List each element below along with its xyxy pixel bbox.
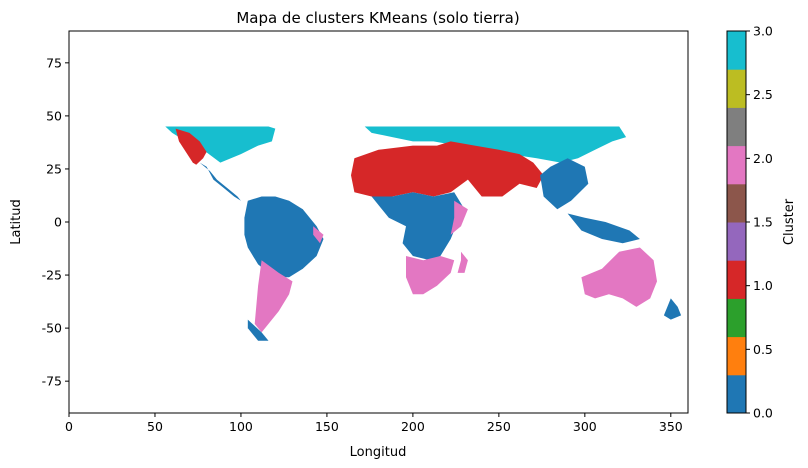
region-tierra-del-fuego bbox=[247, 319, 269, 341]
region-sahara-arabia bbox=[351, 141, 544, 197]
colorbar-segment bbox=[727, 374, 746, 414]
region-patagonia bbox=[254, 260, 293, 333]
region-eurasia-north bbox=[364, 126, 627, 163]
colorbar-tick-label: 1.0 bbox=[753, 278, 773, 293]
y-axis-ticks: -75 -50 -25 0 25 50 75 bbox=[42, 55, 69, 389]
region-north-america-north bbox=[165, 126, 276, 163]
region-australia bbox=[581, 247, 657, 307]
colorbar-tick-label: 1.5 bbox=[753, 215, 773, 230]
x-tick-label: 300 bbox=[573, 419, 597, 434]
x-tick-label: 150 bbox=[315, 419, 339, 434]
region-brazil-coast bbox=[313, 226, 324, 244]
y-tick-label: 0 bbox=[54, 215, 62, 230]
colorbar-tick-label: 0.5 bbox=[753, 342, 773, 357]
region-madagascar bbox=[457, 251, 468, 273]
x-tick-label: 350 bbox=[659, 419, 683, 434]
x-axis-label: Longitud bbox=[350, 445, 407, 460]
colorbar-tick-label: 0.0 bbox=[753, 406, 773, 421]
colorbar-segment bbox=[727, 183, 746, 223]
x-tick-label: 250 bbox=[487, 419, 511, 434]
colorbar-segment bbox=[727, 260, 746, 299]
x-axis-ticks: 0 50 100 150 200 250 300 350 bbox=[65, 413, 683, 434]
cluster-regions bbox=[165, 126, 682, 341]
region-south-america bbox=[244, 196, 324, 278]
region-south-asia bbox=[540, 158, 589, 210]
y-tick-label: -25 bbox=[42, 268, 62, 283]
colorbar-tick-label: 2.5 bbox=[753, 87, 773, 102]
region-maritime-asia bbox=[567, 213, 640, 244]
colorbar: 0.0 0.5 1.0 1.5 2.0 2.5 3.0 Cluster bbox=[726, 24, 797, 421]
chart-title: Mapa de clusters KMeans (solo tierra) bbox=[236, 9, 519, 27]
colorbar-segments bbox=[727, 31, 746, 414]
y-tick-label: -50 bbox=[42, 321, 62, 336]
x-tick-label: 200 bbox=[401, 419, 425, 434]
map-plot-area bbox=[68, 30, 689, 414]
colorbar-segment bbox=[727, 145, 746, 185]
region-mexico bbox=[175, 128, 207, 165]
region-east-africa bbox=[450, 200, 468, 235]
colorbar-ticks: 0.0 0.5 1.0 1.5 2.0 2.5 3.0 bbox=[746, 24, 773, 421]
colorbar-segment bbox=[727, 31, 746, 70]
colorbar-segment bbox=[727, 336, 746, 376]
colorbar-tick-label: 3.0 bbox=[753, 24, 773, 39]
colorbar-segment bbox=[727, 222, 746, 261]
region-central-america bbox=[199, 162, 241, 201]
y-axis-label: Latitud bbox=[9, 199, 24, 245]
colorbar-tick-label: 2.0 bbox=[753, 151, 773, 166]
region-central-africa bbox=[371, 192, 465, 261]
y-tick-label: 25 bbox=[46, 161, 62, 176]
colorbar-segment bbox=[727, 298, 746, 338]
x-tick-label: 0 bbox=[65, 419, 73, 434]
colorbar-label: Cluster bbox=[782, 198, 797, 245]
y-tick-label: -75 bbox=[42, 374, 62, 389]
x-tick-label: 50 bbox=[147, 419, 163, 434]
region-new-zealand bbox=[663, 298, 682, 320]
region-southern-africa bbox=[406, 256, 455, 295]
colorbar-segment bbox=[727, 69, 746, 108]
x-tick-label: 100 bbox=[229, 419, 253, 434]
colorbar-segment bbox=[727, 107, 746, 147]
y-tick-label: 75 bbox=[46, 55, 62, 70]
y-tick-label: 50 bbox=[46, 108, 62, 123]
